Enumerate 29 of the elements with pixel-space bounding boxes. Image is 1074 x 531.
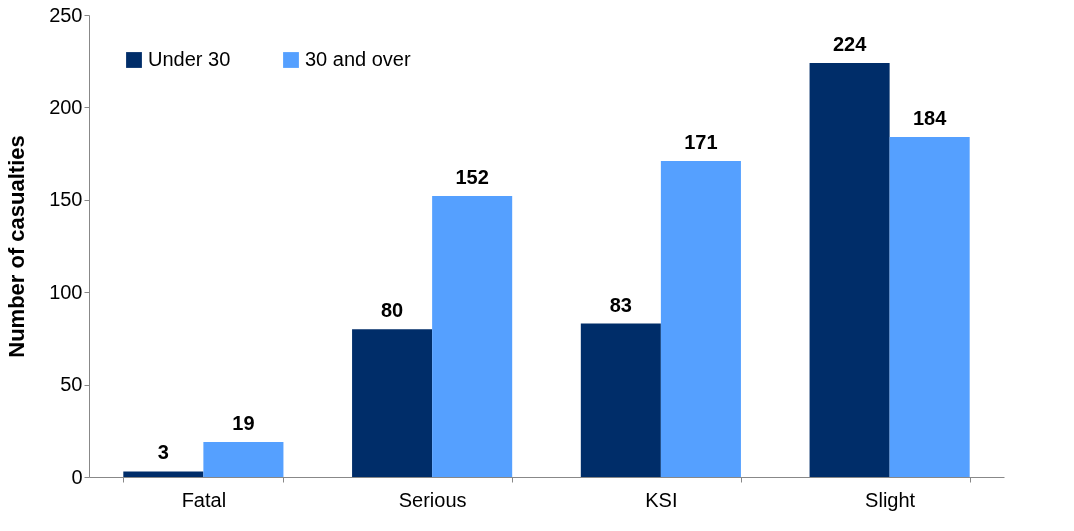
x-tick-label: KSI xyxy=(645,488,678,511)
bar xyxy=(580,323,661,477)
data-label: 171 xyxy=(684,130,718,153)
data-label: 3 xyxy=(157,441,169,464)
bar xyxy=(352,329,433,477)
y-tick-label: 50 xyxy=(60,373,83,396)
bar xyxy=(432,196,513,477)
bar xyxy=(889,136,970,477)
y-tick-label: 150 xyxy=(49,188,83,211)
x-tick-label: Slight xyxy=(865,488,916,511)
y-tick-label: 250 xyxy=(49,3,83,26)
legend-label: 30 and over xyxy=(305,48,411,70)
data-label: 224 xyxy=(832,33,868,56)
y-axis-title: Number of casualties xyxy=(4,135,30,358)
bar xyxy=(123,471,204,477)
y-tick-label: 100 xyxy=(49,280,83,303)
bar xyxy=(660,160,741,477)
y-tick-label: 0 xyxy=(71,465,83,488)
data-label: 80 xyxy=(380,299,404,322)
data-label: 83 xyxy=(609,293,632,316)
bar xyxy=(203,441,284,477)
data-label: 152 xyxy=(455,166,489,189)
legend-label: Under 30 xyxy=(148,48,231,70)
y-tick-label: 200 xyxy=(49,95,83,118)
data-label: 19 xyxy=(232,411,255,434)
data-label: 184 xyxy=(912,106,948,129)
x-tick-label: Serious xyxy=(398,488,467,511)
bar xyxy=(809,63,890,477)
x-tick-label: Fatal xyxy=(181,488,227,511)
